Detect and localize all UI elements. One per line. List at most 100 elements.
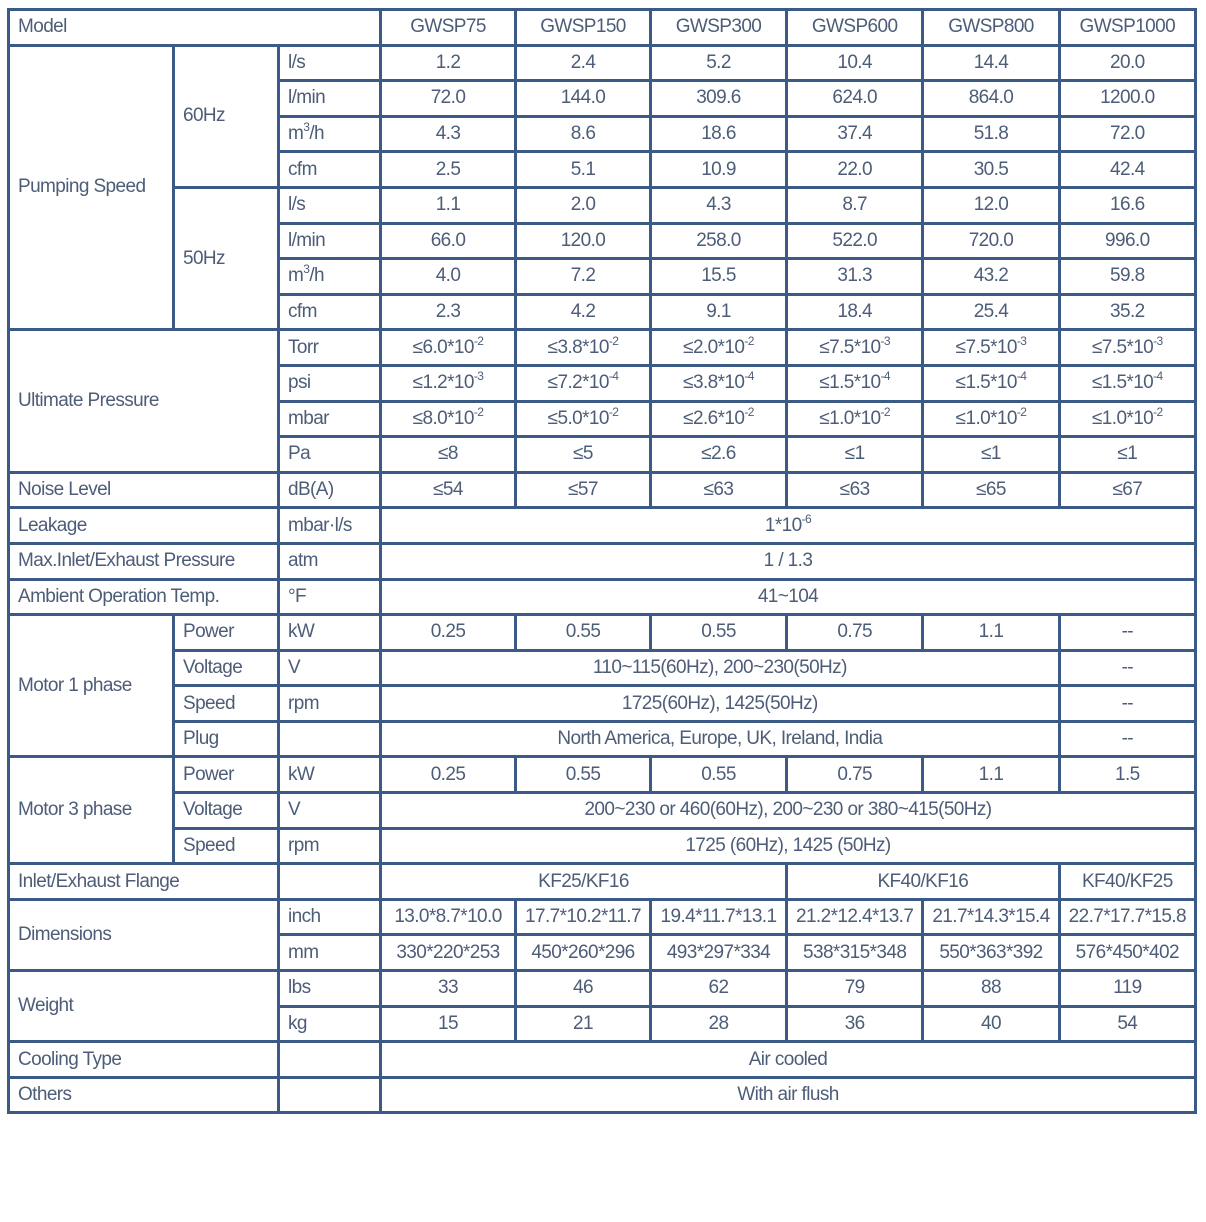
value-cell: 2.3 <box>379 292 517 332</box>
value-cell: KF40/KF25 <box>1057 862 1197 901</box>
value-exponent: -3 <box>1016 333 1027 348</box>
value-cell: ≤8.0*10-2 <box>379 399 517 439</box>
value-cell: 2.4 <box>514 43 652 83</box>
value-cell: 4.3 <box>649 185 788 225</box>
value-suffix: /h <box>309 123 324 145</box>
value-cell: ≤7.5*10-3 <box>1057 328 1197 367</box>
table-row: l/min 72.0 144.0 309.6 624.0 864.0 1200.0 <box>9 79 1197 118</box>
row-label: Others <box>7 1075 280 1115</box>
value-cell: ≤65 <box>921 470 1061 510</box>
value-cell: 8.7 <box>784 185 925 225</box>
value-cell: 1.1 <box>379 185 517 225</box>
table-row: Voltage V 200~230 or 460(60Hz), 200~230 or… <box>9 791 1197 830</box>
value-exponent: -2 <box>744 333 754 348</box>
value-base: ≤1.2*10 <box>412 372 475 394</box>
value-cell: 1.1 <box>921 613 1061 652</box>
value-cell: 66.0 <box>379 221 517 261</box>
value-cell: 0.25 <box>379 755 517 795</box>
value-cell: With air flush <box>379 1075 1197 1115</box>
value-cell: ≤5.0*10-2 <box>514 399 652 439</box>
value-exponent: 3 <box>303 120 310 135</box>
value-cell: 22.0 <box>784 150 925 189</box>
value-cell: 46 <box>514 969 652 1008</box>
value-cell: ≤1.0*10-2 <box>784 399 925 439</box>
value-cell: KF40/KF16 <box>785 862 1061 901</box>
row-sublabel: Speed <box>172 826 280 866</box>
value-exponent: -2 <box>1153 404 1163 419</box>
value-cell: 0.25 <box>379 613 517 652</box>
value-cell: ≤1.5*10-4 <box>921 363 1061 403</box>
row-sublabel: V <box>277 648 382 688</box>
value-cell: 1.1 <box>921 755 1061 795</box>
value-cell: 9.1 <box>649 292 788 332</box>
model-header: GWSP800 <box>921 8 1061 47</box>
value-cell: 25.4 <box>921 292 1061 332</box>
row-sublabel: mbar <box>277 399 382 439</box>
row-sublabel: V <box>277 791 382 830</box>
value-cell: 1.2 <box>379 43 517 83</box>
row-sublabel: kg <box>277 1004 382 1044</box>
value-base: ≤7.2*10 <box>547 372 610 394</box>
row-sublabel: Torr <box>277 328 382 367</box>
value-exponent: -2 <box>608 333 619 348</box>
value-cell: 59.8 <box>1057 257 1197 296</box>
value-base: ≤1.5*10 <box>819 372 881 394</box>
row-sublabel <box>277 1040 382 1079</box>
value-cell: ≤57 <box>514 470 652 510</box>
value-cell: 18.6 <box>649 114 788 154</box>
model-header: GWSP300 <box>649 8 788 47</box>
value-cell: 720.0 <box>921 221 1061 261</box>
row-sublabel: 50Hz <box>172 185 280 332</box>
value-cell: 15 <box>379 1004 517 1044</box>
row-label: Noise Level <box>7 470 280 510</box>
table-row: Motor 3 phase Power kW 0.25 0.55 0.55 0.75 1.1 1… <box>7 755 1197 866</box>
value-cell: 18.4 <box>784 292 925 332</box>
value-cell: ≤1.0*10-2 <box>1057 399 1197 439</box>
row-sublabel <box>277 862 382 901</box>
row-sublabel: Voltage <box>172 791 280 830</box>
value-exponent: -6 <box>801 511 812 526</box>
value-base: m <box>288 123 304 145</box>
value-base: ≤3.8*10 <box>547 336 610 358</box>
value-suffix: /h <box>309 265 324 287</box>
value-cell: 1725(60Hz), 1425(50Hz) <box>379 684 1061 723</box>
row-label: Inlet/Exhaust Flange <box>7 862 280 901</box>
value-base: ≤3.8*10 <box>683 372 745 394</box>
value-cell: -- <box>1057 648 1197 688</box>
table-row: Noise Level dB(A) ≤54 ≤57 ≤63 ≤63 ≤65 ≤67 <box>7 470 1197 510</box>
value-cell: 12.0 <box>921 185 1061 225</box>
value-cell: 10.9 <box>649 150 788 189</box>
row-label: Dimensions <box>7 897 280 973</box>
value-cell: 144.0 <box>514 79 652 118</box>
row-label: Max.Inlet/Exhaust Pressure <box>7 541 280 581</box>
row-sublabel: Speed <box>172 684 280 723</box>
value-cell: 43.2 <box>921 257 1061 296</box>
value-cell: 79 <box>784 969 925 1008</box>
row-sublabel: kW <box>277 613 382 652</box>
table-row: m3/h 4.0 7.2 15.5 31.3 43.2 59.8 <box>9 257 1197 296</box>
row-sublabel: dB(A) <box>277 470 382 510</box>
value-cell: 864.0 <box>921 79 1061 118</box>
value-cell: 54 <box>1057 1004 1197 1044</box>
table-row: Inlet/Exhaust Flange KF25/KF16 KF40/KF16 KF… <box>7 862 1197 901</box>
value-cell: 2.5 <box>379 150 517 189</box>
value-base: 1*10 <box>764 514 802 536</box>
table-row: Leakage mbar·l/s 1*10-6 <box>7 506 1197 545</box>
value-exponent: -4 <box>744 369 754 384</box>
value-cell: ≤8 <box>379 435 517 474</box>
value-base: m <box>288 265 304 287</box>
value-exponent: 3 <box>303 262 310 277</box>
value-exponent: -4 <box>1016 369 1027 384</box>
value-cell: 110~115(60Hz), 200~230(50Hz) <box>379 648 1061 688</box>
value-cell: -- <box>1057 684 1197 723</box>
value-cell: 15.5 <box>649 257 788 296</box>
row-sublabel: Plug <box>172 719 280 759</box>
table-row: kg 15 21 28 36 40 54 <box>9 1004 1197 1044</box>
table-row: Voltage V 110~115(60Hz), 200~230(50Hz) -- <box>9 648 1197 688</box>
value-exponent: -2 <box>744 404 754 419</box>
value-cell: 62 <box>649 969 788 1008</box>
row-sublabel: l/min <box>277 79 382 118</box>
value-exponent: -2 <box>473 333 484 348</box>
value-cell: 0.55 <box>514 613 652 652</box>
value-base: ≤7.5*10 <box>1091 336 1154 358</box>
